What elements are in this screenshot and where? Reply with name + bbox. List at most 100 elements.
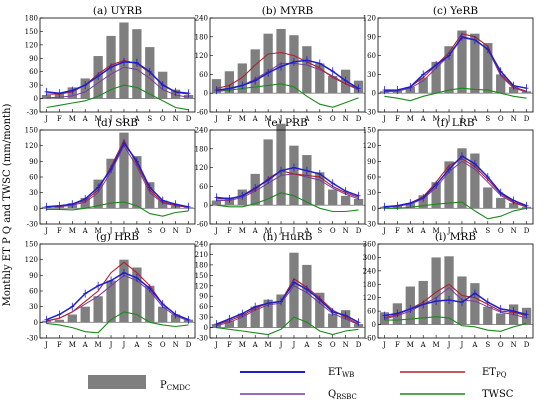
bar-p-cmdc — [289, 145, 299, 206]
line-et-wb — [46, 271, 189, 321]
x-tick-label: O — [160, 227, 166, 235]
x-tick-label: J — [460, 227, 464, 235]
x-tick-label: F — [227, 341, 232, 349]
y-tick-label: 0 — [204, 90, 208, 98]
x-tick-label: J — [214, 341, 218, 349]
y-tick-label: 60 — [199, 183, 208, 191]
x-tick-label: M — [433, 115, 440, 123]
x-tick-label: A — [420, 341, 427, 349]
line-et-pq — [46, 139, 189, 208]
y-tick-label: 30 — [199, 314, 208, 322]
y-tick-label: 90 — [199, 293, 208, 301]
x-tick-label: D — [356, 341, 362, 349]
bar-p-cmdc — [263, 139, 273, 206]
x-tick-label: J — [122, 341, 126, 349]
x-tick-label: N — [173, 115, 179, 123]
x-tick-label: J — [460, 341, 464, 349]
y-tick-label: 30 — [367, 71, 376, 79]
y-tick-label: 0 — [34, 95, 38, 103]
bar-p-cmdc — [496, 74, 506, 94]
x-tick-label: J — [44, 227, 48, 235]
line-et-wb — [384, 292, 527, 317]
panel-frame — [377, 17, 534, 113]
y-tick-label: 120 — [363, 15, 376, 23]
y-tick-label: 240 — [363, 267, 376, 275]
x-tick-label: J — [382, 115, 386, 123]
x-tick-label: M — [239, 227, 246, 235]
y-tick-label: 60 — [29, 174, 38, 182]
x-tick-label: N — [511, 341, 517, 349]
x-tick-label: F — [395, 227, 400, 235]
line-q-rsbc — [46, 66, 189, 99]
bar-p-cmdc — [302, 264, 312, 328]
line-et-pq — [216, 278, 359, 326]
x-tick-label: O — [160, 115, 166, 123]
bar-p-cmdc — [158, 306, 168, 323]
bar-p-cmdc — [54, 319, 65, 323]
x-tick-label: M — [95, 227, 102, 235]
x-tick-label: F — [227, 115, 232, 123]
bar-p-cmdc — [119, 259, 129, 323]
y-tick-label: 30 — [29, 189, 38, 197]
x-tick-label: N — [343, 115, 349, 123]
x-tick-label: J — [382, 341, 386, 349]
bar-p-cmdc — [444, 46, 454, 94]
bar-p-cmdc — [353, 198, 364, 206]
y-tick-label: 240 — [195, 127, 208, 135]
x-tick-label: J — [109, 227, 113, 235]
x-tick-label: J — [214, 115, 218, 123]
x-tick-label: S — [317, 227, 322, 235]
bar-p-cmdc — [276, 294, 286, 328]
panel-frame — [377, 129, 534, 225]
y-tick-label: 180 — [195, 33, 208, 41]
y-tick-label: -30 — [27, 335, 38, 343]
legend-label-p-cmdc: PCMDC — [160, 380, 190, 392]
y-tick-label: 0 — [372, 205, 376, 213]
x-tick-label: M — [95, 341, 102, 349]
line-twsc — [46, 84, 189, 111]
x-tick-label: J — [214, 227, 218, 235]
line-q-rsbc — [384, 160, 527, 208]
y-tick-label: 150 — [25, 28, 38, 36]
x-tick-label: F — [395, 341, 400, 349]
bar-p-cmdc — [508, 203, 519, 209]
x-tick-label: A — [252, 227, 259, 235]
x-tick-label: S — [485, 227, 490, 235]
x-tick-label: F — [227, 227, 232, 235]
x-tick-label: O — [498, 341, 504, 349]
x-tick-label: M — [69, 227, 76, 235]
x-tick-label: O — [160, 341, 166, 349]
bar-p-cmdc — [224, 71, 235, 94]
bar-p-cmdc — [431, 257, 441, 325]
line-twsc — [216, 192, 359, 213]
panel-title: (b) MYRB — [262, 5, 314, 17]
x-tick-label: A — [82, 341, 89, 349]
line-twsc — [46, 201, 189, 217]
bar-p-cmdc — [444, 256, 454, 325]
bar-p-cmdc — [483, 306, 493, 325]
x-tick-label: N — [343, 227, 349, 235]
x-tick-label: S — [485, 115, 490, 123]
panel-frame — [209, 17, 366, 113]
y-tick-label: 90 — [29, 272, 38, 280]
line-twsc — [216, 83, 359, 108]
y-tick-label: 30 — [29, 303, 38, 311]
x-tick-label: A — [133, 341, 140, 349]
line-q-rsbc — [46, 144, 189, 208]
bar-p-cmdc — [431, 61, 441, 94]
bar-p-cmdc — [80, 197, 90, 209]
y-tick-label: 60 — [199, 71, 208, 79]
x-tick-label: J — [292, 227, 296, 235]
bar-p-cmdc — [457, 30, 467, 94]
x-tick-label: J — [279, 227, 283, 235]
bar-p-cmdc — [483, 187, 493, 209]
bar-p-cmdc — [302, 155, 312, 206]
x-tick-label: M — [239, 115, 246, 123]
bar-p-cmdc — [289, 252, 299, 328]
bar-p-cmdc — [470, 283, 480, 325]
x-tick-label: A — [82, 115, 89, 123]
